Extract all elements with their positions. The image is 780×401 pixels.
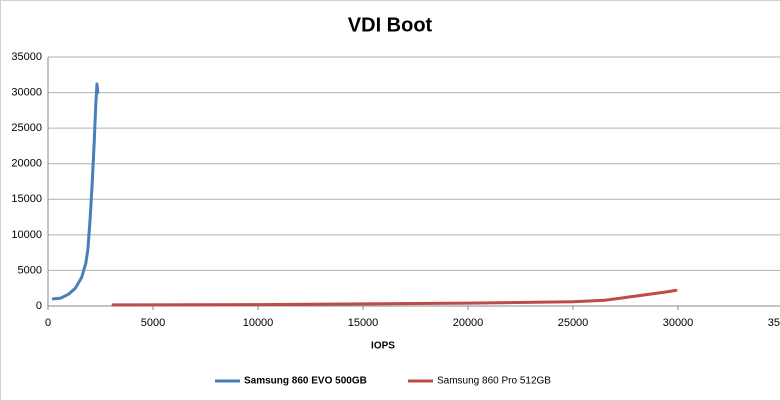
x-tick-label: 15000 [348,317,379,329]
line-series [51,82,100,301]
y-tick-label: 20000 [11,158,42,170]
y-tick-label: 0 [36,300,42,312]
x-tick-label: 35000 [768,317,780,329]
x-tick-label: 10000 [243,317,274,329]
x-axis-label: IOPS [371,341,395,352]
y-tick-label: 30000 [11,86,42,98]
line-series [111,288,678,307]
x-tick-label: 0 [45,317,51,329]
x-tick-label: 5000 [141,317,165,329]
legend-label: Samsung 860 Pro 512GB [437,376,551,387]
y-tick-label: 15000 [11,193,42,205]
chart-title: VDI Boot [348,14,433,36]
y-tick-label: 10000 [11,229,42,241]
x-tick-label: 25000 [558,317,589,329]
x-tick-label: 30000 [663,317,694,329]
x-tick-label: 20000 [453,317,484,329]
legend-label: Samsung 860 EVO 500GB [244,376,367,387]
y-tick-label: 35000 [11,51,42,63]
y-tick-label: 25000 [11,122,42,134]
y-tick-label: 5000 [18,264,42,276]
